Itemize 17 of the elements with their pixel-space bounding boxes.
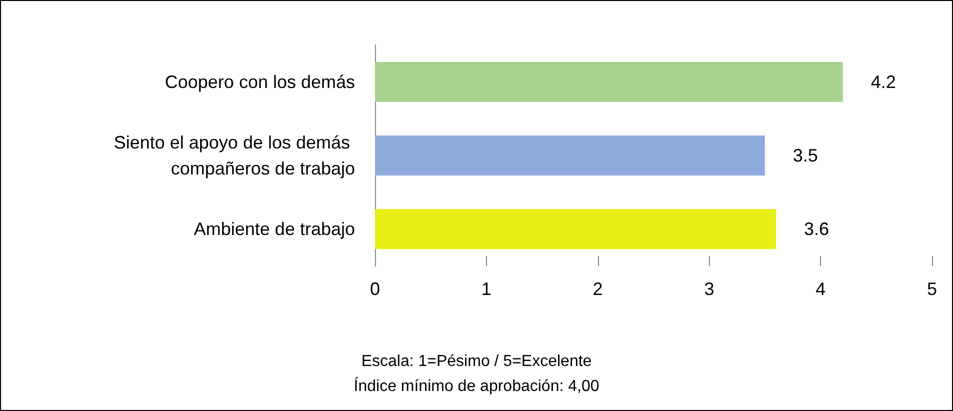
x-tick-label: 5 <box>926 279 938 299</box>
x-tick-label: 1 <box>481 279 492 299</box>
bar <box>375 136 765 176</box>
data-label: 3.6 <box>804 219 830 240</box>
text: Escala: 1=Pésimo / 5=Excelente <box>361 353 592 370</box>
data-label: 4.2 <box>870 72 896 92</box>
y-tick-label: Siento el apoyo de los demás compañeros de trabajo <box>114 132 355 178</box>
data-label: 3.5 <box>792 146 818 166</box>
text: Índice mínimo de aprobación: 4,00 <box>354 377 600 395</box>
x-tick-label: 0 <box>370 279 380 299</box>
x-tick-label: 3 <box>704 279 714 299</box>
y-tick-label: Coopero con los demás <box>164 72 355 92</box>
y-tick-label: Ambiente de trabajo <box>194 219 355 240</box>
bar <box>375 62 843 102</box>
x-tick-label: 2 <box>592 279 603 299</box>
x-tick-label: 4 <box>816 279 826 299</box>
bar <box>375 209 776 250</box>
